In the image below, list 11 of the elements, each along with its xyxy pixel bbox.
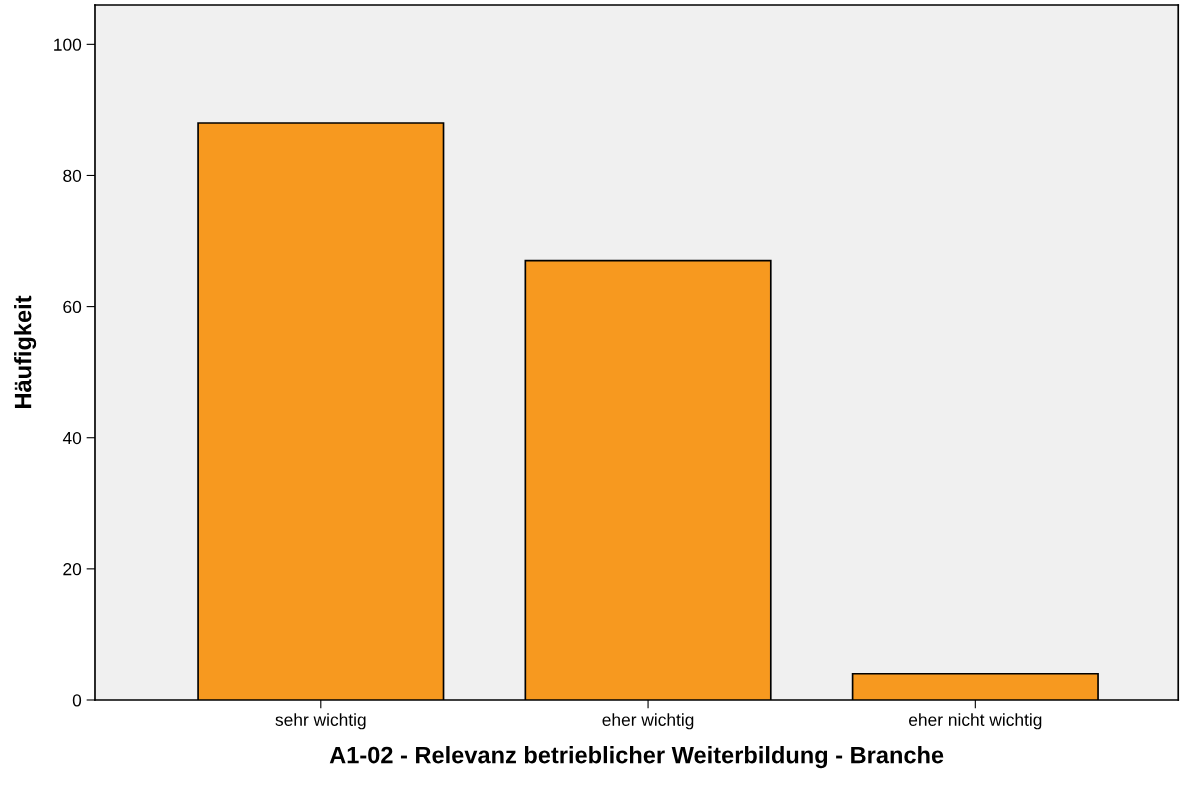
x-tick-label: sehr wichtig — [275, 713, 366, 730]
x-tick-label: eher wichtig — [602, 713, 694, 730]
y-tick-label: 80 — [63, 169, 82, 182]
y-axis-title: Häufigkeit — [14, 295, 37, 408]
y-tick-label: 40 — [62, 431, 82, 445]
x-tick-label: eher nicht wichtig — [909, 713, 1042, 730]
y-tick-label: 20 — [63, 563, 82, 576]
x-axis-title: A1-02 - Relevanz betrieblicher Weiterbildung - Branche — [329, 746, 944, 769]
y-tick-label: 60 — [63, 300, 82, 314]
y-tick-label: 0 — [72, 694, 82, 707]
y-tick-label: 100 — [54, 38, 82, 51]
